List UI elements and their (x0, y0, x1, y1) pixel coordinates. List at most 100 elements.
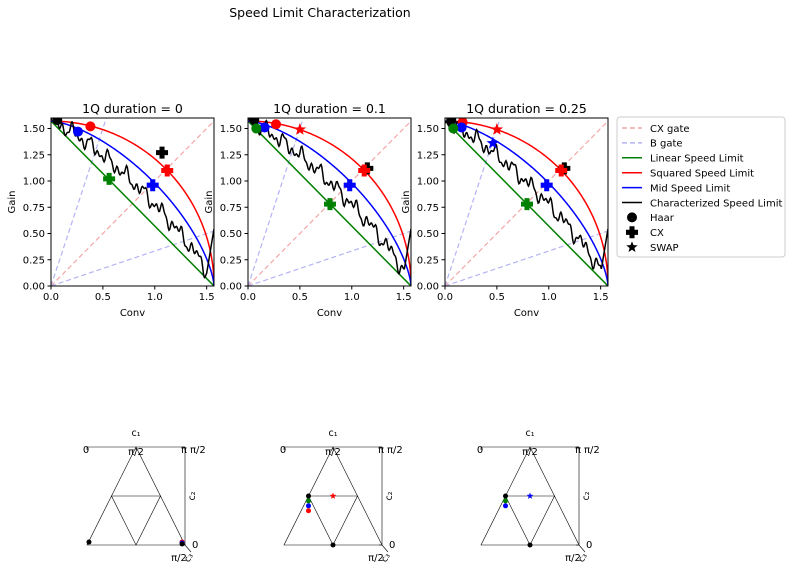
haar-circle-marker (52, 118, 63, 126)
y-tick-label: 0.75 (417, 203, 439, 214)
y-tick-label: 1.50 (220, 124, 242, 135)
cx-gate-line (248, 120, 411, 286)
legend-item-cx-gate: CX gate (622, 124, 690, 135)
c2-zero-label: 0 (389, 540, 395, 551)
axes-frame (444, 117, 609, 287)
legend-label: Characterized Speed Limit (650, 198, 782, 209)
weyl-point-blue (526, 492, 534, 499)
c2-label: c₂ (581, 491, 592, 500)
cx-plus-marker (343, 179, 356, 192)
plot-area (248, 118, 411, 286)
swap-star-marker (486, 136, 499, 149)
x-tick-label: 1.5 (199, 292, 215, 303)
c3-pi2-label: π/2 (368, 553, 384, 564)
weyl-point-red (329, 492, 337, 499)
y-tick-label: 0.50 (23, 229, 45, 240)
c1-label: c₁ (131, 428, 140, 439)
b-gate-line-steep (51, 118, 107, 286)
chart-panel-2: 0.0 0.5 1.0 1.5 0.00 0.25 0.50 0.75 1.00 1.25 1.50… (204, 101, 412, 319)
c3-pi2-label: π/2 (171, 553, 187, 564)
x-tick-label: 1.0 (541, 292, 557, 303)
haar-circle-marker (456, 122, 467, 133)
axes-frame (247, 117, 412, 287)
x-tick-label: 1.0 (147, 292, 163, 303)
x-axis-label: Conv (514, 308, 539, 319)
c1-pi-label: π (181, 445, 187, 456)
cx-plus-marker (146, 179, 159, 192)
c1-pi2-label: π/2 (325, 447, 341, 458)
haar-circle-marker (446, 118, 457, 126)
y-tick-label: 0.50 (417, 229, 439, 240)
b-gate-line-shallow (248, 230, 411, 286)
x-tick-label: 0.5 (95, 292, 111, 303)
cx-plus-marker (103, 172, 116, 185)
x-tick-label: 1.5 (396, 292, 412, 303)
cx-gate-line (51, 120, 214, 286)
c1-pi2-label: π/2 (128, 447, 144, 458)
b-gate-line-steep (445, 118, 501, 286)
weyl-point-blue (306, 503, 311, 509)
c1-pi-label: π (575, 445, 581, 456)
c2-pi2-label: π/2 (584, 445, 600, 456)
weyl-point-blue (503, 503, 508, 509)
legend-plus-icon (626, 226, 638, 239)
speed-limit-panels: 0.0 0.5 1.0 1.50.000.250.500.751.001.251.50… (7, 101, 609, 319)
c2-zero-label: 0 (586, 540, 592, 551)
y-tick-label: 0.00 (220, 282, 242, 293)
y-tick-label: 1.25 (220, 150, 242, 161)
legend-label: CX gate (650, 124, 690, 135)
b-gate-line-shallow (445, 230, 608, 286)
y-axis-label: Gain (7, 191, 18, 214)
swap-star-marker (293, 123, 307, 135)
weyl-point-green (306, 498, 311, 504)
x-tick-label: 0.5 (489, 292, 505, 303)
y-tick-label: 1.00 (23, 177, 45, 188)
c2-label: c₂ (187, 491, 198, 500)
b-gate-line-steep (248, 118, 304, 286)
legend-label: Squared Speed Limit (650, 169, 754, 180)
cx-plus-marker (161, 164, 174, 177)
legend-item-mid-speed-limit: Mid Speed Limit (622, 183, 730, 194)
characterized-speed-limit-line (248, 118, 411, 276)
characterized-speed-limit-line (51, 118, 214, 279)
y-tick-label: 1.50 (417, 124, 439, 135)
c2-pi2-label: π/2 (190, 445, 206, 456)
legend-frame (616, 116, 786, 258)
y-tick-label: 0.75 (23, 203, 45, 214)
c3-axis (578, 544, 586, 553)
legend-item-b-gate: B gate (622, 139, 683, 150)
linear-speed-limit-line (51, 120, 214, 286)
weyl-point-black (503, 493, 508, 499)
y-tick-label: 0.25 (220, 255, 242, 266)
plot-area (51, 118, 214, 286)
haar-circle-marker (271, 119, 282, 130)
cx-plus-marker (156, 146, 169, 159)
c1-pi-label: π (378, 445, 384, 456)
haar-circle-marker (251, 123, 262, 134)
weyl-point-green (503, 498, 508, 504)
c2-label: c₂ (384, 491, 395, 500)
cx-plus-marker (520, 198, 533, 211)
legend-label: Mid Speed Limit (650, 183, 730, 194)
legend-item-characterized-speed-limit: Characterized Speed Limit (622, 198, 782, 209)
cx-plus-marker (540, 179, 553, 192)
haar-circle-marker (249, 118, 260, 126)
legend-item-linear-speed-limit: Linear Speed Limit (622, 154, 744, 165)
y-axis-label: Gain (401, 191, 412, 214)
legend-item-cx: CX (626, 226, 664, 239)
y-tick-label: 1.50 (23, 124, 45, 135)
x-tick-label: 0.5 (292, 292, 308, 303)
haar-circle-marker (85, 121, 96, 132)
y-tick-label: 1.00 (417, 177, 439, 188)
plot-area (445, 118, 608, 286)
b-gate-line-shallow (51, 230, 214, 286)
cx-plus-marker (358, 164, 371, 177)
y-tick-label: 1.00 (220, 177, 242, 188)
weyl-point-black (179, 541, 185, 547)
y-tick-label: 0.00 (417, 282, 439, 293)
weyl-point-red (306, 508, 311, 514)
c2-zero-label: 0 (192, 540, 198, 551)
y-tick-label: 0.50 (220, 229, 242, 240)
